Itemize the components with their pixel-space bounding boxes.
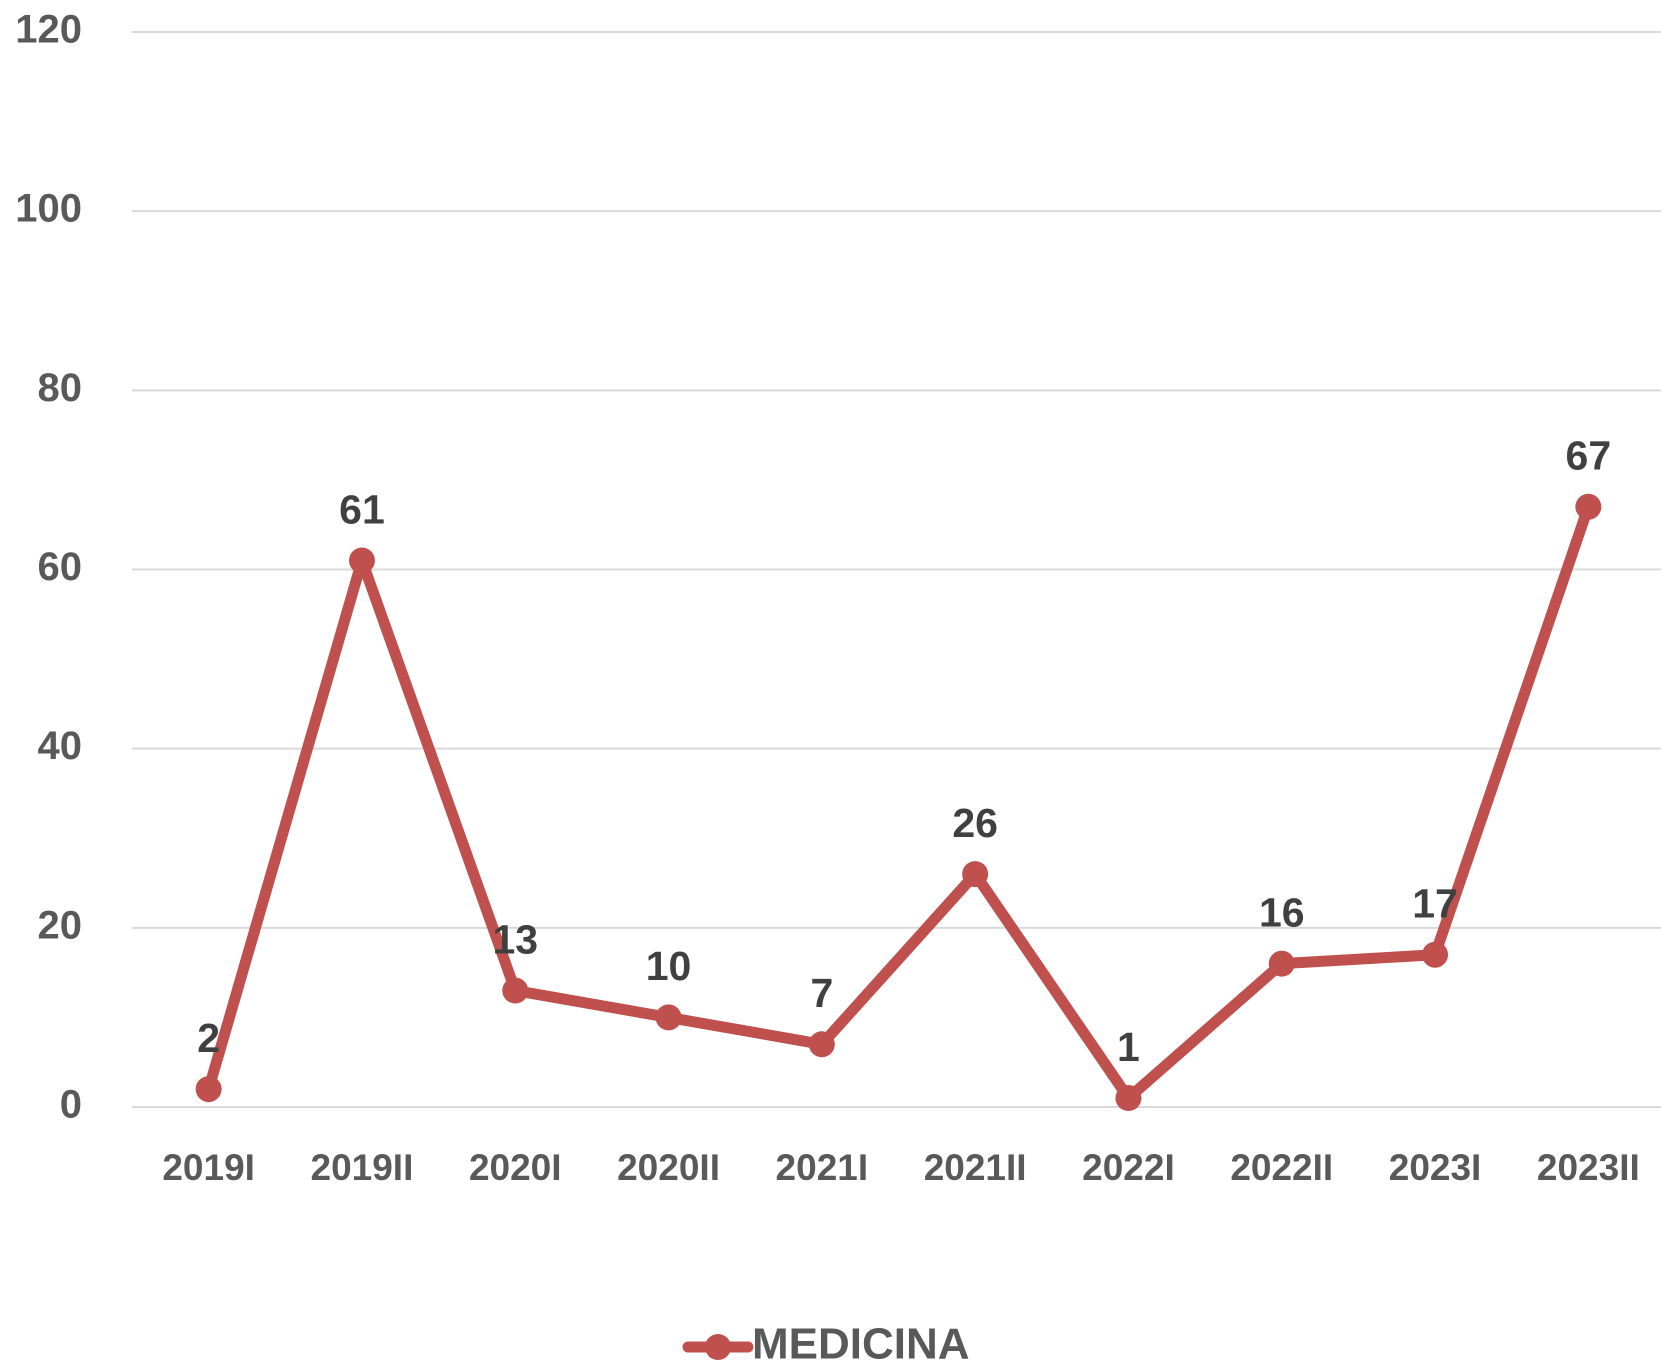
x-tick-label: 2023II — [1537, 1147, 1640, 1188]
data-label: 16 — [1259, 889, 1305, 935]
marker — [1268, 950, 1295, 977]
x-tick-label: 2021I — [776, 1147, 869, 1188]
data-label: 67 — [1566, 433, 1612, 479]
marker — [348, 547, 375, 574]
x-tick-label: 2020I — [469, 1147, 562, 1188]
y-tick-label: 0 — [60, 1083, 82, 1127]
legend-marker — [705, 1334, 731, 1360]
y-tick-label: 120 — [15, 8, 82, 52]
y-tick-label: 100 — [15, 187, 82, 231]
marker — [962, 861, 989, 888]
marker — [655, 1004, 682, 1031]
data-label: 1 — [1117, 1024, 1140, 1070]
x-tick-label: 2021II — [924, 1147, 1027, 1188]
data-label: 26 — [952, 800, 998, 846]
y-tick-label: 60 — [38, 545, 83, 589]
data-label: 17 — [1412, 881, 1458, 927]
marker — [808, 1031, 835, 1058]
y-tick-label: 40 — [38, 724, 83, 768]
x-tick-label: 2023I — [1389, 1147, 1482, 1188]
data-label: 61 — [339, 486, 385, 532]
data-label: 10 — [646, 943, 692, 989]
y-tick-label: 80 — [38, 366, 83, 410]
data-label: 2 — [197, 1015, 220, 1061]
marker — [502, 977, 529, 1004]
marker — [1575, 493, 1602, 520]
x-tick-label: 2022I — [1082, 1147, 1175, 1188]
x-tick-label: 2020II — [617, 1147, 720, 1188]
marker — [1115, 1085, 1142, 1112]
series-line — [203, 505, 1594, 1104]
data-label: 7 — [810, 970, 833, 1016]
legend-label: MEDICINA — [752, 1320, 970, 1369]
y-tick-label: 20 — [38, 903, 83, 947]
x-tick-label: 2019I — [162, 1147, 255, 1188]
marker — [1422, 941, 1449, 968]
marker — [195, 1076, 222, 1103]
x-tick-label: 2022II — [1230, 1147, 1333, 1188]
x-tick-label: 2019II — [311, 1147, 414, 1188]
data-label: 13 — [492, 916, 538, 962]
